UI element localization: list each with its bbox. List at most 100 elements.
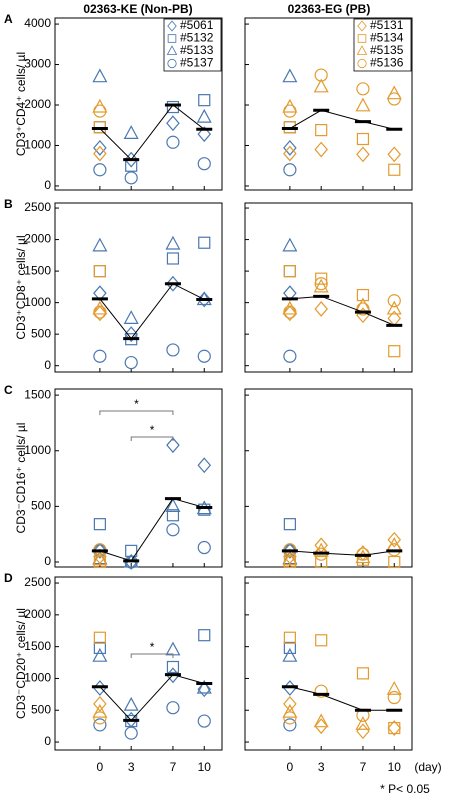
mean-line — [289, 295, 395, 326]
data-point — [93, 139, 107, 156]
legend-marker — [167, 58, 177, 69]
panel-frame — [54, 17, 223, 191]
y-axis-label: CD3⁺CD4⁺ cells/ µl — [14, 52, 28, 156]
significance-label: * — [134, 397, 139, 411]
significance-bracket — [130, 653, 174, 658]
data-point — [283, 163, 297, 177]
data-point — [93, 641, 106, 655]
panel-frame — [54, 202, 223, 373]
legend-marker — [357, 20, 367, 32]
data-point — [165, 235, 181, 250]
data-point — [92, 68, 108, 83]
data-point — [282, 300, 298, 315]
data-point — [92, 98, 108, 113]
x-tick-label: 7 — [360, 760, 367, 774]
data-point — [315, 634, 328, 647]
legend-box — [353, 18, 412, 72]
data-point — [197, 681, 212, 698]
data-point — [166, 343, 180, 357]
data-point — [166, 523, 180, 537]
data-point — [388, 163, 401, 176]
column-title: 02363-EG (PB) — [288, 2, 371, 16]
data-point — [282, 703, 298, 718]
data-point — [283, 711, 297, 725]
data-point — [198, 94, 211, 107]
panel-frame — [54, 388, 223, 568]
column-title: 02363-KE (Non-PB) — [83, 2, 192, 16]
panel-frame — [244, 17, 413, 191]
data-point — [356, 288, 370, 302]
data-point — [198, 236, 211, 249]
data-point — [283, 631, 296, 644]
legend-label: #5136 — [370, 56, 404, 70]
data-point — [196, 108, 212, 123]
y-tick-label: 1500 — [24, 387, 51, 401]
data-point — [283, 139, 297, 156]
data-point — [356, 667, 370, 680]
data-point — [283, 695, 297, 712]
data-point — [93, 542, 107, 559]
data-point — [197, 714, 211, 728]
mean-line — [289, 686, 395, 711]
data-point — [93, 349, 107, 363]
data-point — [93, 145, 107, 162]
legend-label: #5131 — [370, 18, 404, 32]
significance-bracket — [99, 410, 174, 415]
data-point — [283, 349, 297, 363]
y-tick-label: 500 — [31, 499, 51, 513]
legend-marker — [356, 45, 368, 55]
data-point — [387, 531, 402, 548]
panel-letter: B — [4, 197, 13, 211]
legend-label: #5061 — [180, 18, 214, 32]
data-point — [198, 503, 211, 516]
data-point — [282, 551, 298, 566]
legend-marker — [357, 34, 367, 43]
x-tick-label: 0 — [97, 760, 104, 774]
data-point — [165, 641, 181, 656]
data-point — [313, 713, 329, 728]
data-point — [124, 171, 138, 185]
y-tick-label: 4000 — [24, 16, 51, 30]
panel-frame — [244, 388, 413, 568]
data-point — [315, 124, 328, 137]
data-point — [387, 690, 401, 705]
data-point — [124, 151, 138, 168]
data-point — [93, 305, 107, 322]
data-point — [387, 294, 401, 308]
data-point — [166, 509, 180, 522]
data-point — [387, 146, 402, 163]
data-point — [197, 157, 211, 171]
data-point — [386, 85, 402, 100]
mean-line — [99, 498, 205, 562]
data-point — [356, 82, 370, 96]
x-tick-label: 3 — [318, 760, 325, 774]
data-point — [166, 135, 180, 149]
data-point — [196, 679, 212, 694]
data-point — [93, 265, 106, 278]
data-point — [197, 457, 212, 474]
data-point — [93, 104, 107, 118]
y-tick-label: 1500 — [24, 639, 51, 653]
x-unit: (day) — [414, 760, 441, 774]
data-point — [283, 718, 297, 732]
y-tick-label: 1000 — [24, 671, 51, 685]
legend-label: #5134 — [370, 31, 404, 45]
y-tick-label: 500 — [31, 326, 51, 340]
y-axis-label: CD3⁻CD20⁺ cells/ µl — [14, 608, 28, 719]
data-point — [314, 718, 328, 735]
y-axis-label: CD3⁺CD8⁺ cells/ µl — [14, 235, 28, 339]
data-point — [283, 265, 296, 278]
data-point — [313, 78, 329, 93]
footnote: * P< 0.05 — [380, 782, 430, 796]
data-point — [166, 275, 180, 292]
data-point — [314, 684, 328, 698]
significance-label: * — [150, 640, 155, 654]
data-point — [92, 703, 108, 718]
data-point — [198, 629, 211, 642]
data-point — [124, 726, 138, 740]
y-tick-label: 2500 — [24, 575, 51, 589]
y-tick-label: 2500 — [24, 200, 51, 214]
y-tick-label: 0 — [44, 734, 51, 748]
data-point — [93, 718, 107, 732]
